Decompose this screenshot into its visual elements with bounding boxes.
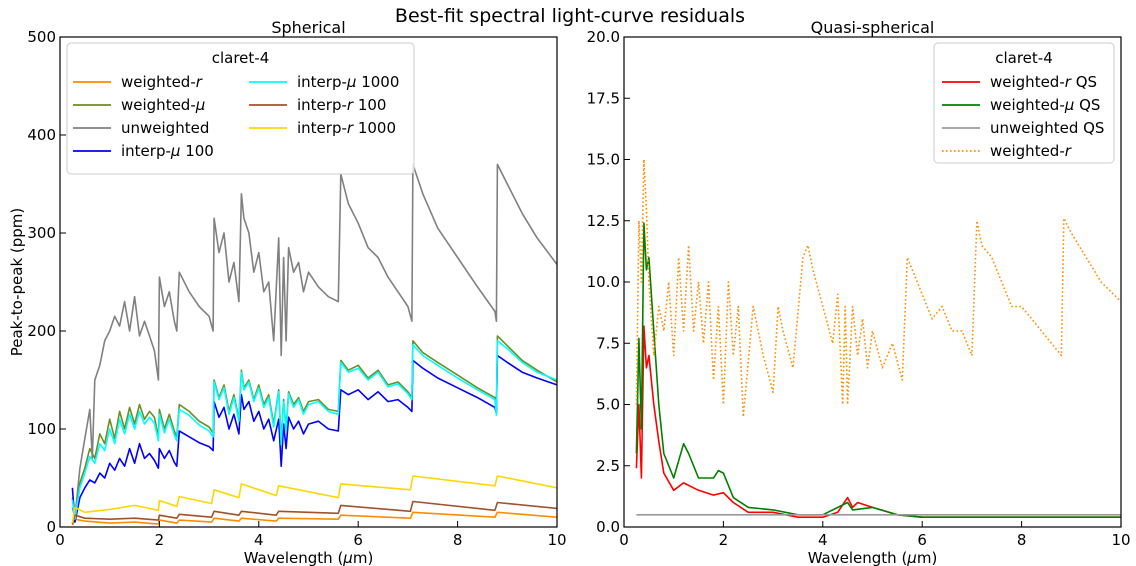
legend-item-label-part: interp- (297, 119, 347, 137)
quasi-spherical-panel: Quasi-spherical 0 2 4 6 8 10 0.0 2.5 5.0 7.5 10.0 12… (587, 18, 1131, 566)
legend-box (933, 42, 1115, 164)
legend-item-label-part: unweighted (121, 119, 209, 137)
x-axis-label: Wavelength (μm) (808, 549, 938, 566)
y-axis-label: Peak-to-peak (ppm) (8, 208, 26, 357)
legend-item-label: interp-r 100 (297, 96, 386, 114)
legend-item-label-part: r (196, 73, 203, 91)
legend-item-label-part: 1000 (353, 119, 396, 137)
legend-title: claret-4 (212, 49, 270, 67)
legend-item-label-part: interp- (297, 96, 347, 114)
legend-item-label: unweighted QS (990, 119, 1104, 137)
x-axis-label-part: μ (906, 549, 917, 566)
y-tick-label: 300 (27, 224, 56, 242)
x-tick-label: 8 (453, 531, 463, 549)
legend-item-label-part: weighted- (121, 96, 196, 114)
panel-title: Quasi-spherical (811, 18, 935, 37)
y-tick-label: 200 (27, 322, 56, 340)
x-tick-label: 0 (619, 531, 629, 549)
series-line-interp-r-1000 (71, 475, 557, 524)
series-line-weighted-r-qs (635, 325, 1121, 519)
legend-item-label: weighted-μ (121, 96, 205, 114)
y-tick-label: 400 (27, 126, 56, 144)
legend-item-label-part: weighted- (990, 73, 1065, 91)
axes-frame (59, 36, 558, 528)
x-tick-label: 6 (353, 531, 363, 549)
x-axis-label-part: m) (353, 549, 373, 566)
x-tick-label: 6 (917, 531, 927, 549)
y-tick-label: 17.5 (587, 89, 620, 107)
y-tick-label: 0 (46, 518, 56, 536)
legend-title: claret-4 (995, 49, 1053, 67)
legend-item-label: weighted-r (990, 142, 1072, 160)
y-tick-label: 2.5 (596, 457, 620, 475)
series-line-interp-mu-100 (71, 354, 557, 523)
legend-item-label-part: interp- (121, 142, 171, 160)
y-tick-label: 0.0 (596, 518, 620, 536)
legend-item-label: interp-μ 1000 (297, 73, 399, 91)
legend-item-label-part: μ (195, 96, 206, 114)
legend-item-label: weighted-μ QS (990, 96, 1100, 114)
series-line-weighted-r (71, 511, 557, 526)
legend-item-label-part: weighted- (990, 96, 1065, 114)
x-tick-label: 4 (254, 531, 264, 549)
y-tick-label: 10.0 (587, 273, 620, 291)
y-tick-label: 15.0 (587, 151, 620, 169)
x-tick-label: 2 (155, 531, 165, 549)
series-line-weighted-mu (71, 335, 557, 521)
legend-item-label-part: QS (1074, 96, 1100, 114)
series-line-interp-r-100 (71, 500, 557, 525)
x-axis-label-part: Wavelength ( (808, 549, 908, 566)
y-tick-label: 100 (27, 420, 56, 438)
legend-item-label: unweighted (121, 119, 209, 137)
legend-item-label: interp-μ 100 (121, 142, 214, 160)
legend-item-label-part: unweighted QS (990, 119, 1104, 137)
series-line-weighted-mu-qs (635, 222, 1121, 519)
y-tick-label: 5.0 (596, 396, 620, 414)
y-tick-label: 500 (27, 28, 56, 46)
y-tick-label: 20.0 (587, 28, 620, 46)
x-tick-label: 10 (1111, 531, 1130, 549)
y-tick-label: 12.5 (587, 212, 620, 230)
legend-item-label: weighted-r (121, 73, 203, 91)
x-tick-label: 10 (547, 531, 566, 549)
legend-item-label-part: 100 (180, 142, 213, 160)
legend-item-label-part: r (347, 119, 354, 137)
legend-item-label-part: weighted- (990, 142, 1065, 160)
x-axis-label-part: μ (342, 549, 353, 566)
x-axis-label-part: m) (917, 549, 937, 566)
legend-item-label-part: r (347, 96, 354, 114)
x-axis-label: Wavelength (μm) (244, 549, 374, 566)
y-tick-label: 7.5 (596, 334, 620, 352)
x-tick-label: 2 (719, 531, 729, 549)
series-line-weighted-r (635, 158, 1121, 418)
x-tick-label: 0 (55, 531, 65, 549)
legend-item-label: interp-r 1000 (297, 119, 396, 137)
legend-item-label-part: weighted- (121, 73, 196, 91)
legend-item-label-part: μ (1064, 96, 1075, 114)
legend-item-label: weighted-r QS (990, 73, 1097, 91)
x-tick-label: 8 (1017, 531, 1027, 549)
legend-item-label-part: QS (1071, 73, 1097, 91)
legend-item-label-part: r (1065, 73, 1072, 91)
legend-item-label-part: r (1065, 142, 1072, 160)
legend-box (66, 42, 415, 175)
legend-item-label-part: μ (346, 73, 357, 91)
legend-item-label-part: 100 (353, 96, 386, 114)
legend-item-label-part: μ (170, 142, 181, 160)
x-axis-label-part: Wavelength ( (244, 549, 344, 566)
panel-title: Spherical (271, 18, 345, 37)
figure-suptitle: Best-fit spectral light-curve residuals (395, 5, 745, 27)
series-line-interp-mu-1000 (71, 339, 557, 521)
series-line-unweighted (71, 163, 557, 519)
legend-item-label-part: interp- (297, 73, 347, 91)
legend: claret-4weighted-rweighted-μunweightedin… (66, 42, 415, 175)
series-group (635, 158, 1121, 519)
legend-item-label-part: 1000 (356, 73, 399, 91)
x-tick-label: 4 (818, 531, 828, 549)
series-group (71, 163, 557, 526)
